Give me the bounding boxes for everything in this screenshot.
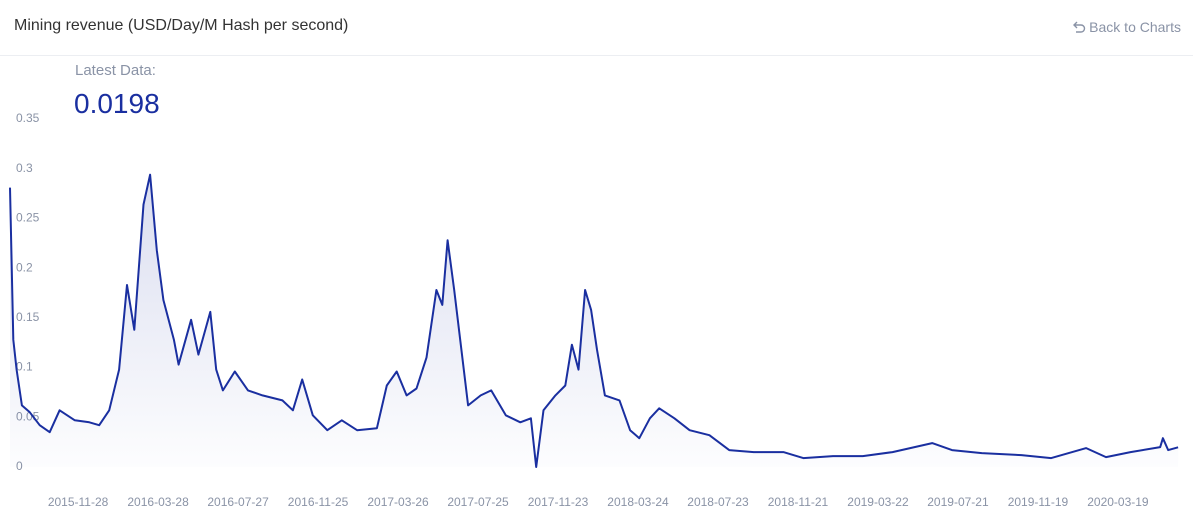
x-tick-label: 2020-03-19 [1087,495,1149,509]
x-tick-label: 2015-11-28 [48,495,109,509]
header: Mining revenue (USD/Day/M Hash per secon… [0,0,1193,56]
x-tick-label: 2017-03-26 [367,495,429,509]
x-tick-label: 2018-07-23 [687,495,749,509]
x-tick-label: 2018-03-24 [607,495,669,509]
back-link[interactable]: Back to Charts [1073,19,1181,35]
back-link-text[interactable]: Back to Charts [1089,19,1181,35]
y-tick-label: 0.1 [16,360,33,374]
x-tick-label: 2016-03-28 [127,495,189,509]
area-fill [10,174,1179,467]
latest-label: Latest Data: [75,62,156,79]
x-tick-label: 2017-07-25 [447,495,509,509]
y-tick-label: 0.35 [16,111,40,125]
x-tick-label: 2019-03-22 [847,495,909,509]
x-tick-label: 2018-11-21 [768,495,829,509]
page-title: Mining revenue (USD/Day/M Hash per secon… [14,17,349,34]
x-tick-label: 2017-11-23 [528,495,589,509]
y-tick-label: 0.25 [16,211,40,225]
y-tick-label: 0.3 [16,161,33,175]
back-icon [1073,21,1086,33]
x-tick-label: 2016-07-27 [207,495,269,509]
data-line [9,173,1179,468]
x-tick-label: 2016-11-25 [288,495,349,509]
y-tick-label: 0.2 [16,260,33,274]
x-tick-label: 2019-07-21 [927,495,989,509]
x-tick-label: 2019-11-19 [1008,495,1069,509]
y-tick-label: 0.15 [16,310,40,324]
latest-value: 0.0198 [74,88,160,119]
